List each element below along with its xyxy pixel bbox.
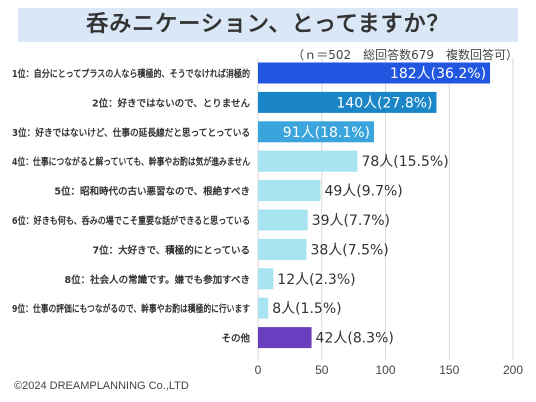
bar-2 — [258, 91, 437, 113]
x-tick-label-0: 0 — [255, 363, 262, 377]
bar-3 — [258, 121, 375, 143]
x-tick-labels: 0 50 100 150 200 — [255, 363, 524, 377]
value-label-6: 39人(7.7%) — [312, 213, 390, 229]
category-label-3: 3位：好きではないけど、仕事の延長線だと思ってとっている — [12, 127, 250, 139]
value-labels: 182人(36.2%) 140人(27.8%) 91人(18.1%) 78人(15.5… — [272, 66, 486, 347]
value-label-5: 49人(9.7%) — [324, 184, 402, 200]
x-tick-label-4: 200 — [503, 363, 523, 377]
bar-4 — [258, 150, 358, 172]
category-labels: 1位：自分にとってプラスの人なら積極的、そうでなければ消極的 2位：好きではないの… — [12, 68, 250, 345]
category-label-4: 4位：仕事につながると解っていても、幹事やお酌は気が進みません — [12, 156, 250, 168]
category-label-10: その他 — [221, 333, 250, 345]
title-band — [18, 8, 518, 42]
bar-10 — [258, 327, 312, 349]
value-label-8: 12人(2.3%) — [277, 272, 355, 288]
sample-note: （ｎ＝502 総回答数679 複数回答可） — [292, 48, 518, 62]
bar-8 — [258, 268, 274, 290]
category-label-1: 1位：自分にとってプラスの人なら積極的、そうでなければ消極的 — [12, 68, 250, 80]
value-label-3: 91人(18.1%) — [283, 125, 370, 141]
chart-title: 呑みニケーション、とってますか？ — [86, 12, 450, 37]
x-tick-label-1: 50 — [315, 363, 329, 377]
category-label-2: 2位：好きではないので、とりません — [92, 97, 250, 109]
value-label-9: 8人(1.5%) — [272, 301, 341, 317]
category-label-7: 7位：大好きで、積極的にとっている — [93, 244, 250, 256]
x-tick-label-2: 100 — [375, 363, 395, 377]
category-label-8: 8位：社会人の常識です。嫌でも参加すべき — [65, 274, 251, 286]
value-label-4: 78人(15.5%) — [361, 154, 448, 170]
category-label-6: 6位：好きも何も、呑みの場でこそ重要な話ができると思っている — [12, 215, 250, 227]
category-label-9: 9位：仕事の評価にもつながるので、幹事やお酌は積極的に行います — [12, 303, 250, 315]
bars — [258, 62, 491, 349]
bar-9 — [258, 297, 269, 319]
bar-6 — [258, 209, 308, 231]
category-label-5: 5位：昭和時代の古い悪習なので、根絶すべき — [54, 186, 250, 198]
x-tick-label-3: 150 — [439, 363, 459, 377]
value-label-2: 140人(27.8%) — [336, 95, 432, 111]
value-label-10: 42人(8.3%) — [316, 331, 394, 347]
bar-5 — [258, 180, 321, 202]
bar-1 — [258, 62, 491, 84]
bar-7 — [258, 238, 307, 260]
value-label-1: 182人(36.2%) — [390, 66, 486, 82]
copyright-footer: ©2024 DREAMPLANNING Co.,LTD — [14, 380, 189, 392]
value-label-7: 38人(7.5%) — [310, 242, 388, 258]
